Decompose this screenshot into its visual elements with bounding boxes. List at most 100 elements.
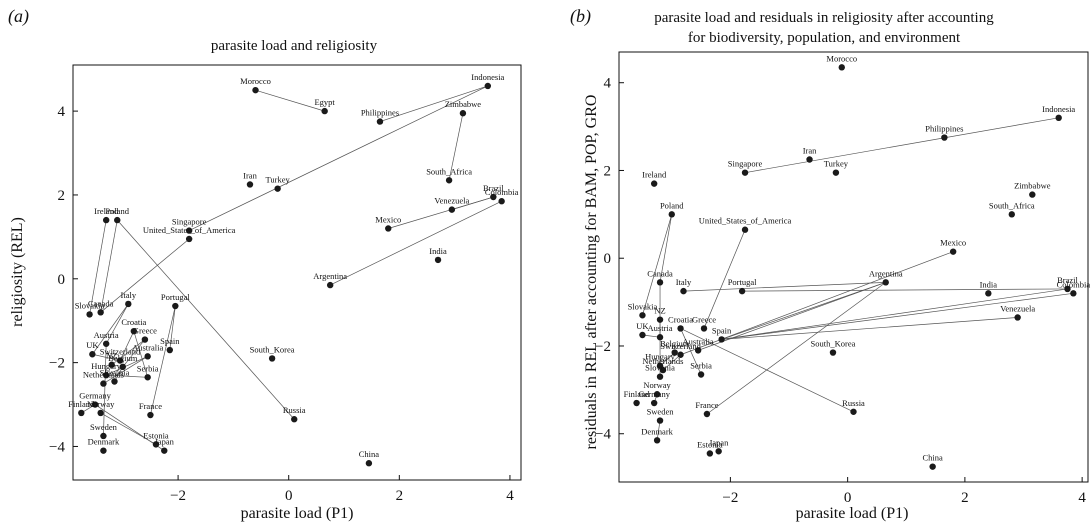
link-line bbox=[448, 113, 464, 181]
country-label: Switzerland bbox=[660, 341, 701, 351]
panel-a-label: (a) bbox=[8, 6, 29, 27]
link-line bbox=[92, 303, 129, 355]
x-tick-label: −2 bbox=[722, 490, 738, 506]
country-label: Venezuela bbox=[1000, 303, 1035, 313]
data-point bbox=[385, 225, 392, 232]
country-label: Finland bbox=[68, 399, 95, 409]
data-point bbox=[111, 378, 118, 385]
y-tick-label: 0 bbox=[604, 251, 612, 267]
country-label: Brazil bbox=[1057, 275, 1078, 285]
x-tick-label: −2 bbox=[170, 488, 186, 504]
country-label: United_States_of_America bbox=[143, 225, 236, 235]
panel-a-links bbox=[81, 85, 502, 451]
panel-b: (b) parasite load and residuals in relig… bbox=[570, 6, 1090, 522]
data-point bbox=[116, 357, 124, 364]
link-line bbox=[744, 117, 1059, 174]
data-point bbox=[882, 279, 889, 286]
country-label: Ireland bbox=[94, 206, 119, 216]
link-line bbox=[379, 85, 488, 122]
country-label: Russia bbox=[283, 405, 306, 415]
data-point bbox=[677, 351, 684, 358]
country-label: Slovakia bbox=[75, 300, 105, 310]
data-point bbox=[1008, 211, 1015, 218]
data-point bbox=[274, 185, 281, 192]
country-label: Serbia bbox=[690, 361, 712, 371]
data-point bbox=[1070, 290, 1077, 297]
y-tick-label: 4 bbox=[604, 76, 612, 92]
data-point bbox=[434, 256, 442, 264]
data-point bbox=[97, 309, 104, 316]
data-point bbox=[185, 235, 193, 243]
y-tick-label: 2 bbox=[58, 188, 66, 204]
link-line bbox=[683, 282, 886, 292]
data-point bbox=[114, 216, 121, 224]
data-point bbox=[718, 336, 725, 343]
data-point bbox=[677, 325, 684, 332]
data-point bbox=[102, 340, 110, 347]
y-tick-label: −2 bbox=[595, 339, 611, 355]
data-point bbox=[949, 248, 957, 255]
link-line bbox=[721, 288, 1068, 340]
data-point bbox=[832, 169, 840, 176]
country-label: Zimbabwe bbox=[445, 99, 482, 109]
country-label: Estonia bbox=[143, 430, 169, 440]
data-point bbox=[985, 290, 992, 297]
data-point bbox=[650, 399, 658, 407]
data-point bbox=[490, 193, 497, 201]
data-point bbox=[141, 336, 149, 343]
panel-b-title-line-1: parasite load and residuals in religiosi… bbox=[654, 10, 994, 26]
link-line bbox=[106, 356, 148, 376]
data-point bbox=[741, 169, 749, 176]
country-label: Sweden bbox=[90, 422, 118, 432]
country-label: Estonia bbox=[697, 439, 723, 449]
panel-b-x-axis-label: parasite load (P1) bbox=[796, 505, 909, 522]
data-point bbox=[1029, 191, 1036, 198]
data-point bbox=[738, 287, 746, 295]
data-point bbox=[941, 134, 948, 141]
data-point bbox=[376, 118, 384, 125]
panel-b-plot-frame bbox=[618, 51, 1089, 483]
country-label: Netherlands bbox=[642, 356, 683, 366]
x-tick-label: 4 bbox=[506, 488, 514, 504]
data-point bbox=[252, 86, 259, 94]
country-label: Brazil bbox=[483, 183, 504, 193]
data-point bbox=[715, 448, 722, 455]
country-label: Ireland bbox=[642, 170, 667, 180]
data-point bbox=[268, 355, 276, 362]
link-line bbox=[188, 85, 488, 231]
country-label: Slovenia bbox=[100, 367, 130, 377]
data-point bbox=[680, 287, 687, 295]
data-point bbox=[246, 181, 254, 188]
link-line bbox=[656, 420, 661, 441]
link-line bbox=[100, 220, 118, 313]
link-line bbox=[106, 374, 148, 378]
data-point bbox=[656, 279, 664, 286]
country-label: France bbox=[139, 401, 162, 411]
data-point bbox=[484, 82, 492, 90]
country-label: Morocco bbox=[240, 76, 271, 86]
country-label: Mexico bbox=[940, 238, 966, 248]
country-label: South_Africa bbox=[989, 200, 1035, 210]
country-label: UK bbox=[86, 340, 99, 350]
country-label: Japan bbox=[709, 437, 729, 447]
country-label: Colombia bbox=[485, 187, 519, 197]
link-line bbox=[662, 354, 681, 371]
country-label: Poland bbox=[660, 200, 684, 210]
x-tick-label: 2 bbox=[961, 490, 969, 506]
link-line bbox=[330, 200, 502, 286]
data-point bbox=[650, 180, 658, 187]
data-point bbox=[445, 177, 453, 184]
country-label: Egypt bbox=[314, 97, 335, 107]
country-label: Poland bbox=[105, 206, 129, 216]
country-label: Australia bbox=[132, 342, 163, 352]
data-point bbox=[89, 351, 96, 358]
data-point bbox=[144, 374, 151, 381]
country-label: Belgium bbox=[660, 339, 690, 349]
panel-a-x-axis-label: parasite load (P1) bbox=[241, 505, 354, 522]
y-tick-label: −4 bbox=[595, 427, 611, 443]
x-tick-label: 4 bbox=[1078, 490, 1086, 506]
data-point bbox=[161, 447, 168, 454]
data-point bbox=[741, 226, 749, 233]
data-point bbox=[653, 391, 661, 398]
country-label: Iran bbox=[803, 146, 817, 156]
